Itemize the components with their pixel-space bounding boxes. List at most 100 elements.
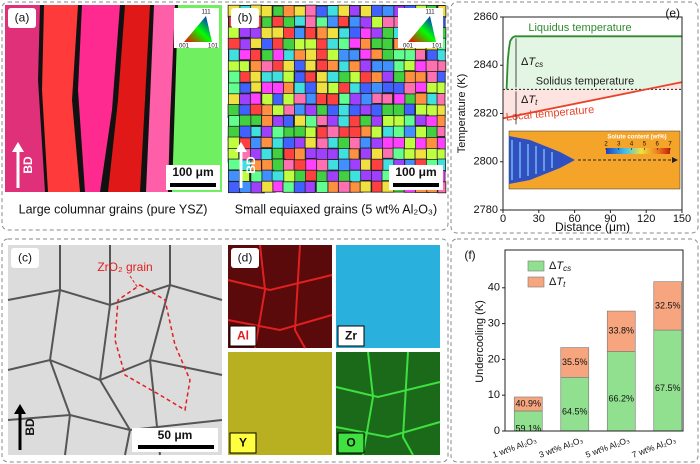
colorbar-tick-label: 4 (630, 142, 634, 148)
bar-segment (560, 347, 590, 378)
segment-label: 66.2% (608, 394, 634, 404)
grain (261, 38, 274, 50)
grain (272, 82, 285, 96)
grain (327, 180, 339, 193)
grain (250, 137, 263, 150)
annotation: ΔTt (521, 94, 538, 107)
grain (282, 38, 296, 51)
group-box (1, 238, 449, 463)
annotation: ΔTcs (521, 56, 543, 69)
grain (436, 114, 446, 129)
colorbar-tick-label: 2 (604, 142, 608, 148)
grain (305, 169, 318, 182)
grain (250, 49, 261, 62)
grain (261, 125, 273, 138)
x-tick-label: 5 wt% Al₂O₃ (584, 435, 631, 460)
grain (425, 137, 439, 150)
y-tick-label: 40 (488, 282, 500, 294)
grain (381, 93, 393, 105)
colorbar-tick-label: 5 (643, 142, 647, 148)
grain (283, 126, 295, 138)
grain (316, 26, 328, 41)
grain (392, 125, 405, 139)
y-tick-label: 20 (488, 353, 500, 365)
bd-arrow-head (235, 142, 247, 152)
grain (238, 60, 250, 73)
grain (338, 48, 350, 63)
colorbar (606, 148, 670, 154)
grain (294, 103, 306, 116)
eds-texture (227, 244, 333, 349)
ipf-triangle (184, 16, 212, 42)
ipf-corner: 101 (432, 44, 443, 50)
grain (282, 181, 296, 193)
grain (239, 93, 251, 106)
y-tick-label: 2820 (474, 107, 498, 119)
grain (294, 15, 306, 27)
bd-label: BD (244, 156, 258, 174)
y-tick-label: 30 (488, 318, 500, 330)
grain (260, 5, 273, 19)
x-tick-label: 90 (604, 213, 616, 225)
caption: Large columnar grains (pure YSZ) (19, 202, 208, 216)
grain (337, 15, 349, 27)
element-box (337, 325, 365, 347)
element-box (337, 432, 365, 454)
y-tick-label: 2800 (474, 156, 498, 168)
element-box (229, 325, 257, 347)
ipf-triangle (408, 16, 436, 42)
x-tick-label: 150 (673, 213, 691, 225)
grain (271, 70, 284, 83)
grain (359, 137, 372, 149)
grain (272, 115, 284, 128)
colorbar-tick-label: 7 (668, 142, 672, 148)
grain (272, 180, 284, 193)
group-box (450, 1, 699, 234)
y-tick-label: 2840 (474, 59, 498, 71)
grain (349, 5, 361, 17)
panel-label: (c) (18, 251, 32, 265)
element-box (229, 432, 257, 454)
series-line (505, 35, 682, 90)
grain (403, 103, 416, 116)
grain (371, 147, 384, 161)
plot-frame (504, 249, 684, 432)
y-axis-label: Temperature (K) (456, 74, 468, 153)
label-box (8, 8, 36, 28)
grain (238, 104, 252, 116)
grain (304, 81, 317, 95)
inset-arrow-head (672, 157, 678, 163)
grain (239, 71, 251, 83)
ipf-corner: 111 (201, 10, 211, 16)
x-axis-label: Distance (μm) (555, 220, 630, 234)
bar-segment (653, 329, 683, 432)
segment-label: 33.8% (608, 326, 634, 336)
grain (282, 115, 294, 128)
grain (316, 59, 329, 71)
grain (371, 180, 383, 193)
ipf-corner: 001 (179, 44, 190, 50)
grain (294, 38, 306, 51)
grain (381, 70, 394, 83)
y-tick-label: 2860 (474, 11, 498, 23)
grain (371, 92, 383, 104)
legend-swatch (527, 276, 545, 288)
grain (228, 48, 240, 62)
legend-label: ΔTt (549, 276, 566, 289)
grain (239, 49, 251, 61)
scale-bar-label: 50 μm (158, 428, 193, 442)
bar-segment (606, 310, 636, 352)
colorbar-tick-label: 6 (656, 142, 660, 148)
sem-image (7, 245, 223, 456)
grain (403, 125, 418, 139)
grain (360, 125, 372, 138)
group-box (450, 238, 699, 463)
grain (305, 15, 317, 29)
grain (360, 38, 372, 50)
grain (294, 71, 307, 84)
legend-swatch (527, 260, 545, 272)
grain (381, 5, 396, 17)
panel-label: (b) (238, 11, 253, 25)
segment-label: 32.5% (655, 300, 681, 310)
